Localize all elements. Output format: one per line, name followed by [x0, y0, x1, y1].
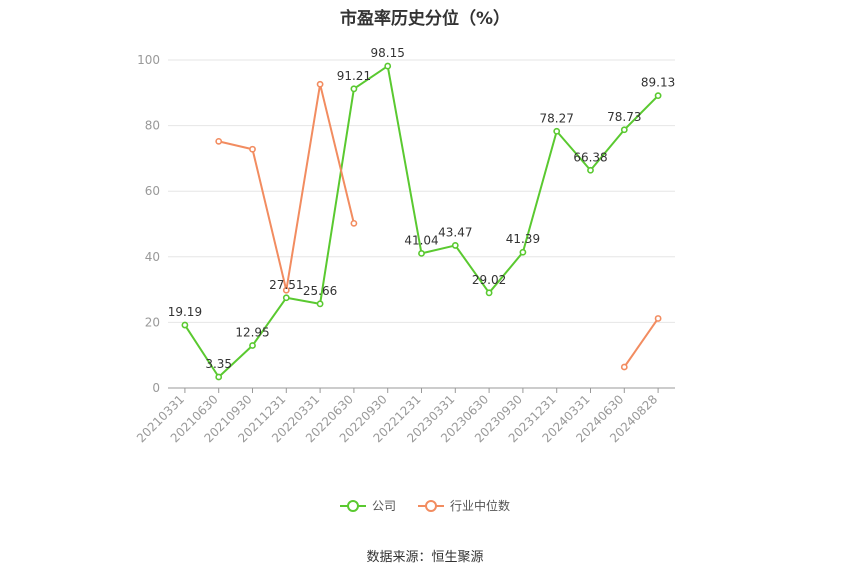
data-label: 89.13 — [641, 76, 675, 90]
data-label: 3.35 — [205, 357, 232, 371]
data-point-0[interactable] — [587, 166, 594, 174]
data-point-0[interactable] — [553, 127, 561, 135]
y-tick-label: 60 — [145, 184, 160, 198]
data-point-0[interactable] — [485, 289, 493, 297]
series-line-1 — [218, 83, 355, 292]
data-label: 29.02 — [472, 273, 506, 287]
series-line-1 — [623, 317, 659, 368]
y-tick-label: 0 — [152, 381, 160, 395]
data-label: 41.04 — [404, 233, 438, 247]
y-tick-label: 20 — [145, 315, 160, 329]
data-point-0[interactable] — [418, 249, 425, 257]
data-point-0[interactable] — [215, 373, 223, 381]
legend-item-industry-median[interactable]: 行业中位数 — [418, 497, 510, 514]
data-point-0[interactable] — [282, 294, 290, 302]
data-label: 78.73 — [607, 110, 641, 124]
data-point-1[interactable] — [654, 315, 662, 322]
legend-company-swatch-icon — [339, 499, 366, 513]
legend-industry-median-label: 行业中位数 — [450, 499, 511, 513]
data-label: 66.38 — [573, 150, 607, 164]
data-label: 98.15 — [371, 46, 405, 60]
data-label: 43.47 — [438, 225, 472, 239]
data-label: 25.66 — [303, 284, 337, 298]
chart-title: 市盈率历史分位（%） — [339, 9, 511, 29]
y-tick-label: 80 — [145, 119, 160, 133]
data-point-0[interactable] — [316, 300, 324, 308]
series-lines — [181, 62, 662, 381]
data-point-0[interactable] — [519, 248, 527, 256]
y-tick-label: 40 — [145, 250, 160, 264]
data-point-0[interactable] — [181, 321, 189, 329]
data-point-1[interactable] — [620, 363, 628, 371]
data-point-0[interactable] — [249, 342, 256, 349]
source-note: 数据来源：恒生聚源 — [366, 550, 484, 565]
data-point-1[interactable] — [350, 219, 358, 227]
data-point-0[interactable] — [654, 92, 662, 100]
legend: 公司 行业中位数 — [0, 497, 850, 514]
grid-lines — [168, 59, 675, 323]
data-label: 91.21 — [337, 69, 371, 83]
data-point-0[interactable] — [620, 126, 628, 134]
data-point-1[interactable] — [215, 137, 223, 145]
data-point-0[interactable] — [451, 242, 459, 249]
data-label: 78.27 — [540, 111, 574, 125]
data-point-0[interactable] — [384, 62, 392, 70]
y-tick-label: 100 — [137, 53, 160, 67]
data-label: 27.51 — [269, 278, 303, 292]
data-point-1[interactable] — [316, 80, 324, 88]
legend-company-label: 公司 — [371, 499, 396, 513]
data-label: 41.39 — [506, 232, 540, 246]
data-label: 19.19 — [168, 305, 202, 319]
legend-industry-swatch-icon — [418, 499, 444, 513]
axes: 0204060801002021033120210630202109302021… — [134, 53, 675, 445]
data-label: 12.95 — [235, 326, 269, 340]
legend-item-company[interactable]: 公司 — [339, 497, 396, 514]
data-point-0[interactable] — [350, 85, 358, 93]
data-point-1[interactable] — [282, 286, 290, 294]
data-point-1[interactable] — [249, 145, 256, 153]
